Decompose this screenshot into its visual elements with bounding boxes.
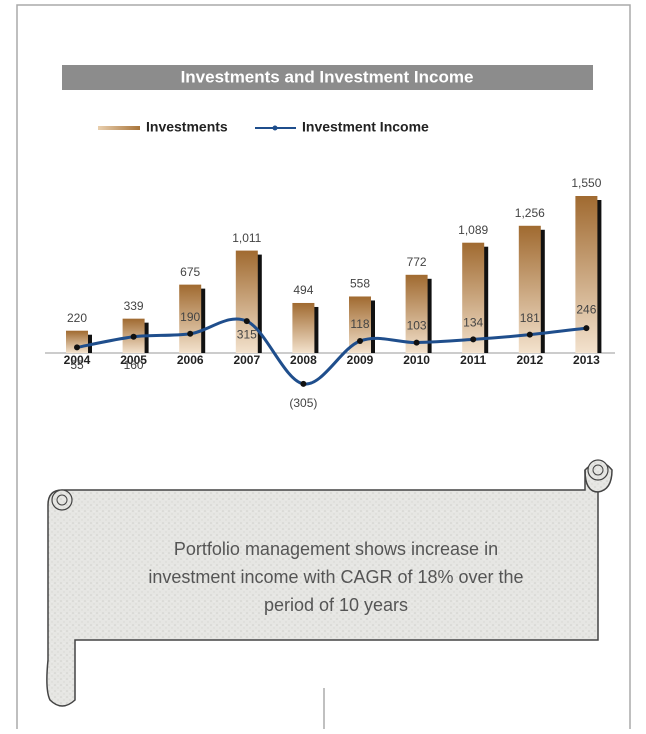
x-tick-label: 2006 <box>177 353 204 367</box>
line-value-label: (305) <box>289 396 317 410</box>
note-text: Portfolio management shows increase in <box>174 539 498 559</box>
line-value-label: 181 <box>520 311 540 325</box>
chart-title: Investments and Investment Income <box>181 67 474 86</box>
line-value-label: 315 <box>237 327 257 341</box>
legend: Investments Investment Income <box>98 119 429 135</box>
line-point <box>526 331 533 338</box>
line-point <box>74 344 80 351</box>
line-value-label: 190 <box>180 310 200 324</box>
bar-value-label: 558 <box>350 277 370 291</box>
x-tick-label: 2011 <box>460 353 486 367</box>
bar-value-label: 1,011 <box>232 231 261 245</box>
bar <box>179 284 202 353</box>
x-tick-label: 2007 <box>233 353 260 367</box>
bar <box>235 250 258 353</box>
bar-value-label: 494 <box>293 283 313 297</box>
line-value-label: 160 <box>124 358 144 372</box>
legend-swatch <box>272 125 278 131</box>
bar-value-label: 675 <box>180 265 200 279</box>
legend-label: Investment Income <box>302 119 429 135</box>
bar <box>462 242 485 353</box>
legend-swatch <box>98 126 140 130</box>
legend-label: Investments <box>146 119 228 135</box>
x-tick-label: 2004 <box>64 353 91 367</box>
x-tick-label: 2008 <box>290 353 317 367</box>
line-point <box>470 336 477 343</box>
line-point <box>583 325 590 332</box>
bar-value-label: 1,550 <box>571 176 601 190</box>
line-point <box>243 318 250 325</box>
x-tick-label: 2012 <box>516 353 543 367</box>
x-tick-label: 2005 <box>120 353 147 367</box>
title-bar <box>62 65 593 90</box>
line-value-label: 134 <box>463 316 483 330</box>
line-point <box>300 380 307 387</box>
frame <box>16 4 631 729</box>
plot: 2004 2005 2006 2007 2008 2009 2010 2011 2012 2013… <box>64 176 602 410</box>
bar-value-label: 1,089 <box>458 223 488 237</box>
bar <box>518 225 541 353</box>
line-point <box>130 333 137 340</box>
bar <box>292 302 315 353</box>
note: Portfolio management shows increase in in… <box>148 539 523 615</box>
bar-value-label: 339 <box>124 299 144 313</box>
scroll <box>46 459 613 729</box>
line-value-label: 103 <box>407 319 427 333</box>
line-point <box>357 338 363 345</box>
note-text: period of 10 years <box>264 595 408 615</box>
bar-value-label: 772 <box>407 255 427 269</box>
x-tick-label: 2009 <box>347 353 374 367</box>
note-text: investment income with CAGR of 18% over … <box>148 567 523 587</box>
x-tick-label: 2010 <box>403 353 430 367</box>
x-tick-label: 2013 <box>573 353 600 367</box>
bar <box>575 196 598 353</box>
bar-value-label: 1,256 <box>515 206 545 220</box>
line-value-label: 246 <box>576 302 596 316</box>
bar-value-label: 220 <box>67 311 87 325</box>
line-point <box>187 330 194 337</box>
line-value-label: 55 <box>70 358 84 372</box>
bar <box>405 274 428 353</box>
line-value-label: 118 <box>350 317 369 331</box>
line-point <box>413 339 420 346</box>
line <box>76 317 587 386</box>
